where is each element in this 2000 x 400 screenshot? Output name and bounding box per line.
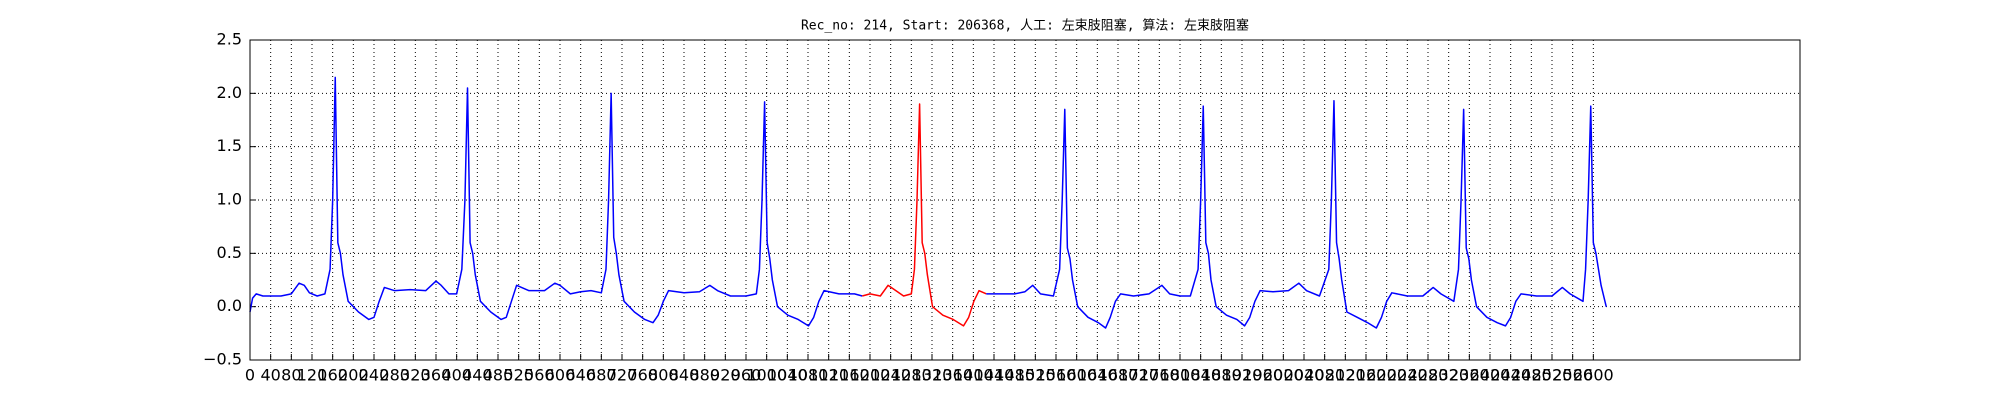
x-tick-label: 2320	[1428, 366, 1469, 385]
x-tick-label: 920	[710, 366, 741, 385]
x-tick-label: 1880	[1201, 366, 1242, 385]
x-tick-label: 1040	[767, 366, 808, 385]
x-tick-label: 1520	[1015, 366, 1056, 385]
x-tick-label: 2040	[1284, 366, 1325, 385]
x-tick-label: 1400	[953, 366, 994, 385]
x-tick-label: 1560	[1036, 366, 1077, 385]
x-tick-label: 2200	[1366, 366, 1407, 385]
x-tick-label: 400	[441, 366, 472, 385]
x-tick-label: 2600	[1573, 366, 1614, 385]
x-tick-label: 120	[297, 366, 328, 385]
x-tick-label: 720	[607, 366, 638, 385]
x-tick-label: 1680	[1098, 366, 1139, 385]
x-tick-label: 1360	[932, 366, 973, 385]
x-tick-label: 600	[545, 366, 576, 385]
x-tick-label: 2120	[1325, 366, 1366, 385]
x-tick-label: 560	[524, 366, 555, 385]
signal-line	[249, 76, 863, 327]
signal-line	[986, 100, 1607, 329]
x-tick-label: 2280	[1408, 366, 1449, 385]
x-tick-label: 2000	[1263, 366, 1304, 385]
x-tick-label: 240	[359, 366, 390, 385]
x-tick-label: 1280	[891, 366, 932, 385]
y-tick-label: 0.5	[217, 243, 242, 262]
x-tick-label: 2400	[1470, 366, 1511, 385]
x-tick-label: 1440	[974, 366, 1015, 385]
x-tick-label: 2360	[1449, 366, 1490, 385]
x-tick-label: 0	[245, 366, 255, 385]
plot-frame	[249, 39, 1801, 361]
x-tick-label: 1920	[1222, 366, 1263, 385]
x-tick-label: 1600	[1056, 366, 1097, 385]
chart-title: Rec_no: 214, Start: 206368, 人工: 左束肢阻塞, 算…	[801, 18, 1249, 34]
y-tick-label: 0.0	[217, 296, 242, 315]
x-tick-label: 40	[260, 366, 280, 385]
x-tick-label: 1320	[912, 366, 953, 385]
x-tick-label: 2440	[1490, 366, 1531, 385]
x-tick-label: 960	[731, 366, 762, 385]
x-tick-label: 320	[400, 366, 431, 385]
x-tick-label: 640	[565, 366, 596, 385]
x-tick-label: 760	[627, 366, 658, 385]
x-tick-label: 1240	[870, 366, 911, 385]
x-tick-label: 80	[281, 366, 301, 385]
x-tick-label: 1960	[1242, 366, 1283, 385]
x-tick-label: 1480	[994, 366, 1035, 385]
x-tick-label: 2480	[1511, 366, 1552, 385]
x-tick-label: 440	[462, 366, 493, 385]
y-tick-label: −0.5	[203, 350, 242, 369]
x-tick-label: 1640	[1077, 366, 1118, 385]
x-tick-label: 200	[338, 366, 369, 385]
x-tick-label: 840	[669, 366, 700, 385]
x-tick-label: 1200	[850, 366, 891, 385]
x-tick-label: 280	[379, 366, 410, 385]
x-tick-label: 480	[483, 366, 514, 385]
x-tick-label: 1160	[829, 366, 870, 385]
x-tick-label: 2240	[1387, 366, 1428, 385]
signal-line	[862, 103, 987, 327]
x-tick-label: 680	[586, 366, 617, 385]
x-tick-label: 1840	[1180, 366, 1221, 385]
x-tick-label: 1800	[1160, 366, 1201, 385]
x-tick-label: 1120	[808, 366, 849, 385]
x-tick-label: 2080	[1304, 366, 1345, 385]
x-tick-label: 2520	[1532, 366, 1573, 385]
x-tick-label: 2560	[1552, 366, 1593, 385]
y-tick-label: 2.5	[217, 30, 242, 49]
x-tick-label: 880	[689, 366, 720, 385]
x-tick-label: 360	[421, 366, 452, 385]
x-tick-label: 160	[317, 366, 348, 385]
x-tick-label: 1080	[788, 366, 829, 385]
x-tick-label: 800	[648, 366, 679, 385]
x-tick-label: 1000	[746, 366, 787, 385]
y-tick-label: 2.0	[217, 83, 242, 102]
y-tick-label: 1.0	[217, 190, 242, 209]
y-tick-label: 1.5	[217, 136, 242, 155]
x-tick-label: 2160	[1346, 366, 1387, 385]
x-tick-label: 1760	[1139, 366, 1180, 385]
x-tick-label: 1720	[1118, 366, 1159, 385]
x-tick-label: 520	[503, 366, 534, 385]
